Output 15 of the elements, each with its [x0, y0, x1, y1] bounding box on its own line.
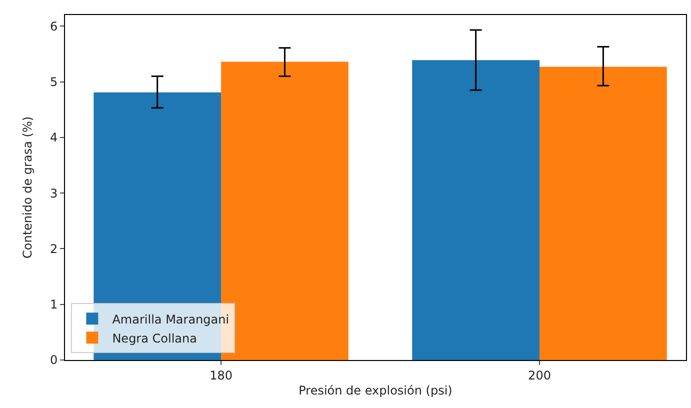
x-tick-label: 200: [528, 368, 551, 382]
y-tick-label: 6: [50, 19, 58, 34]
y-tick-label: 2: [50, 242, 58, 256]
y-tick-label: 0: [50, 353, 58, 368]
x-axis-title: Presión de explosión (psi): [298, 383, 452, 398]
x-tick-label: 180: [210, 368, 233, 382]
y-tick-label: 1: [50, 298, 58, 312]
legend-label: Amarilla Marangani: [112, 312, 230, 326]
y-tick-label: 4: [50, 130, 58, 145]
y-axis-title: Contenido de grasa (%): [20, 116, 34, 259]
bar: [540, 66, 667, 360]
y-tick-label: 5: [50, 74, 58, 89]
bar: [412, 60, 540, 360]
legend-label: Negra Collana: [112, 331, 197, 346]
y-tick-label: 3: [50, 186, 58, 200]
